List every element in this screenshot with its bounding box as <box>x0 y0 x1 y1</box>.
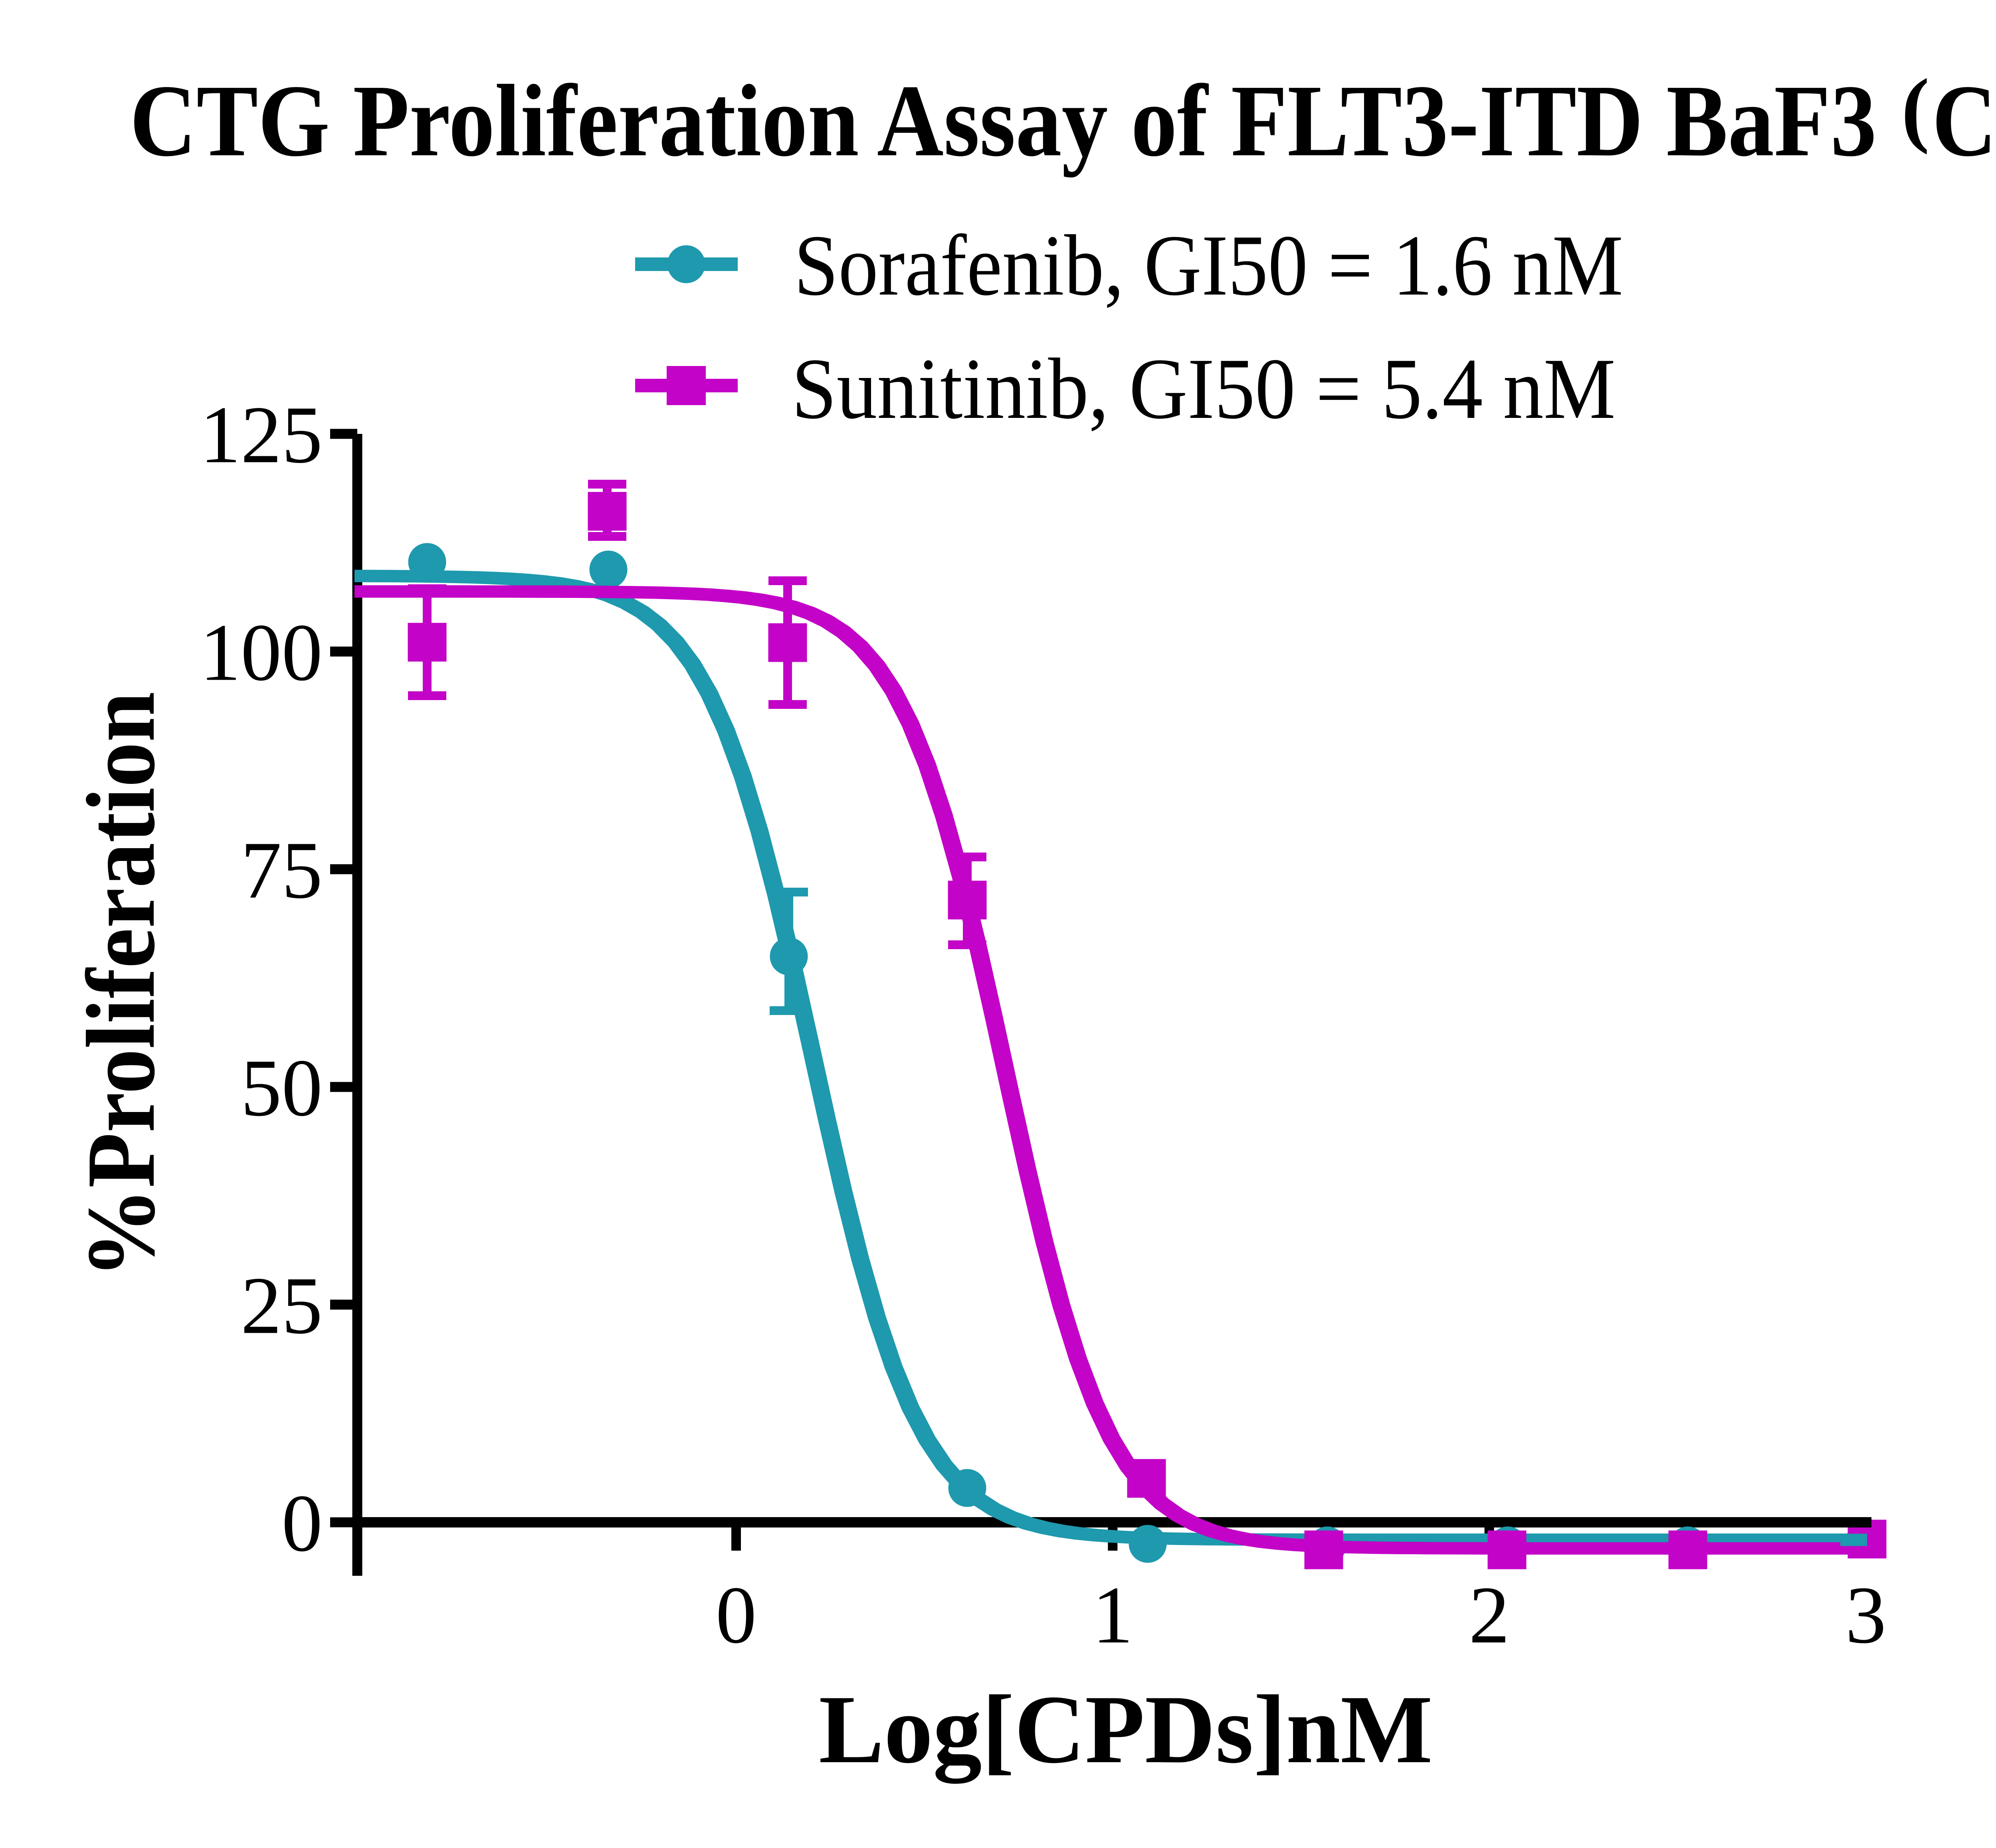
svg-text:25: 25 <box>241 1260 323 1351</box>
svg-text:C5: C5 <box>1932 63 1996 178</box>
svg-text:2: 2 <box>1469 1570 1510 1660</box>
svg-text:(: ( <box>1901 61 1929 155</box>
svg-text:100: 100 <box>200 607 323 698</box>
svg-text:75: 75 <box>241 825 323 916</box>
svg-text:%Proliferation: %Proliferation <box>67 692 175 1278</box>
svg-text:CTG Proliferation Assay of FLT: CTG Proliferation Assay of FLT3-ITD BaF3 <box>130 63 1877 178</box>
svg-text:0: 0 <box>716 1570 757 1660</box>
svg-text:3: 3 <box>1846 1570 1887 1660</box>
svg-text:Sorafenib, GI50 = 1.6 nM: Sorafenib, GI50 = 1.6 nM <box>794 218 1623 314</box>
svg-text:125: 125 <box>200 390 323 480</box>
svg-text:0: 0 <box>282 1478 323 1569</box>
svg-text:50: 50 <box>241 1043 323 1133</box>
svg-text:Sunitinib, GI50 = 5.4 nM: Sunitinib, GI50 = 5.4 nM <box>792 341 1616 437</box>
svg-text:Log[CPDs]nM: Log[CPDs]nM <box>819 1675 1433 1784</box>
svg-text:1: 1 <box>1092 1570 1133 1660</box>
